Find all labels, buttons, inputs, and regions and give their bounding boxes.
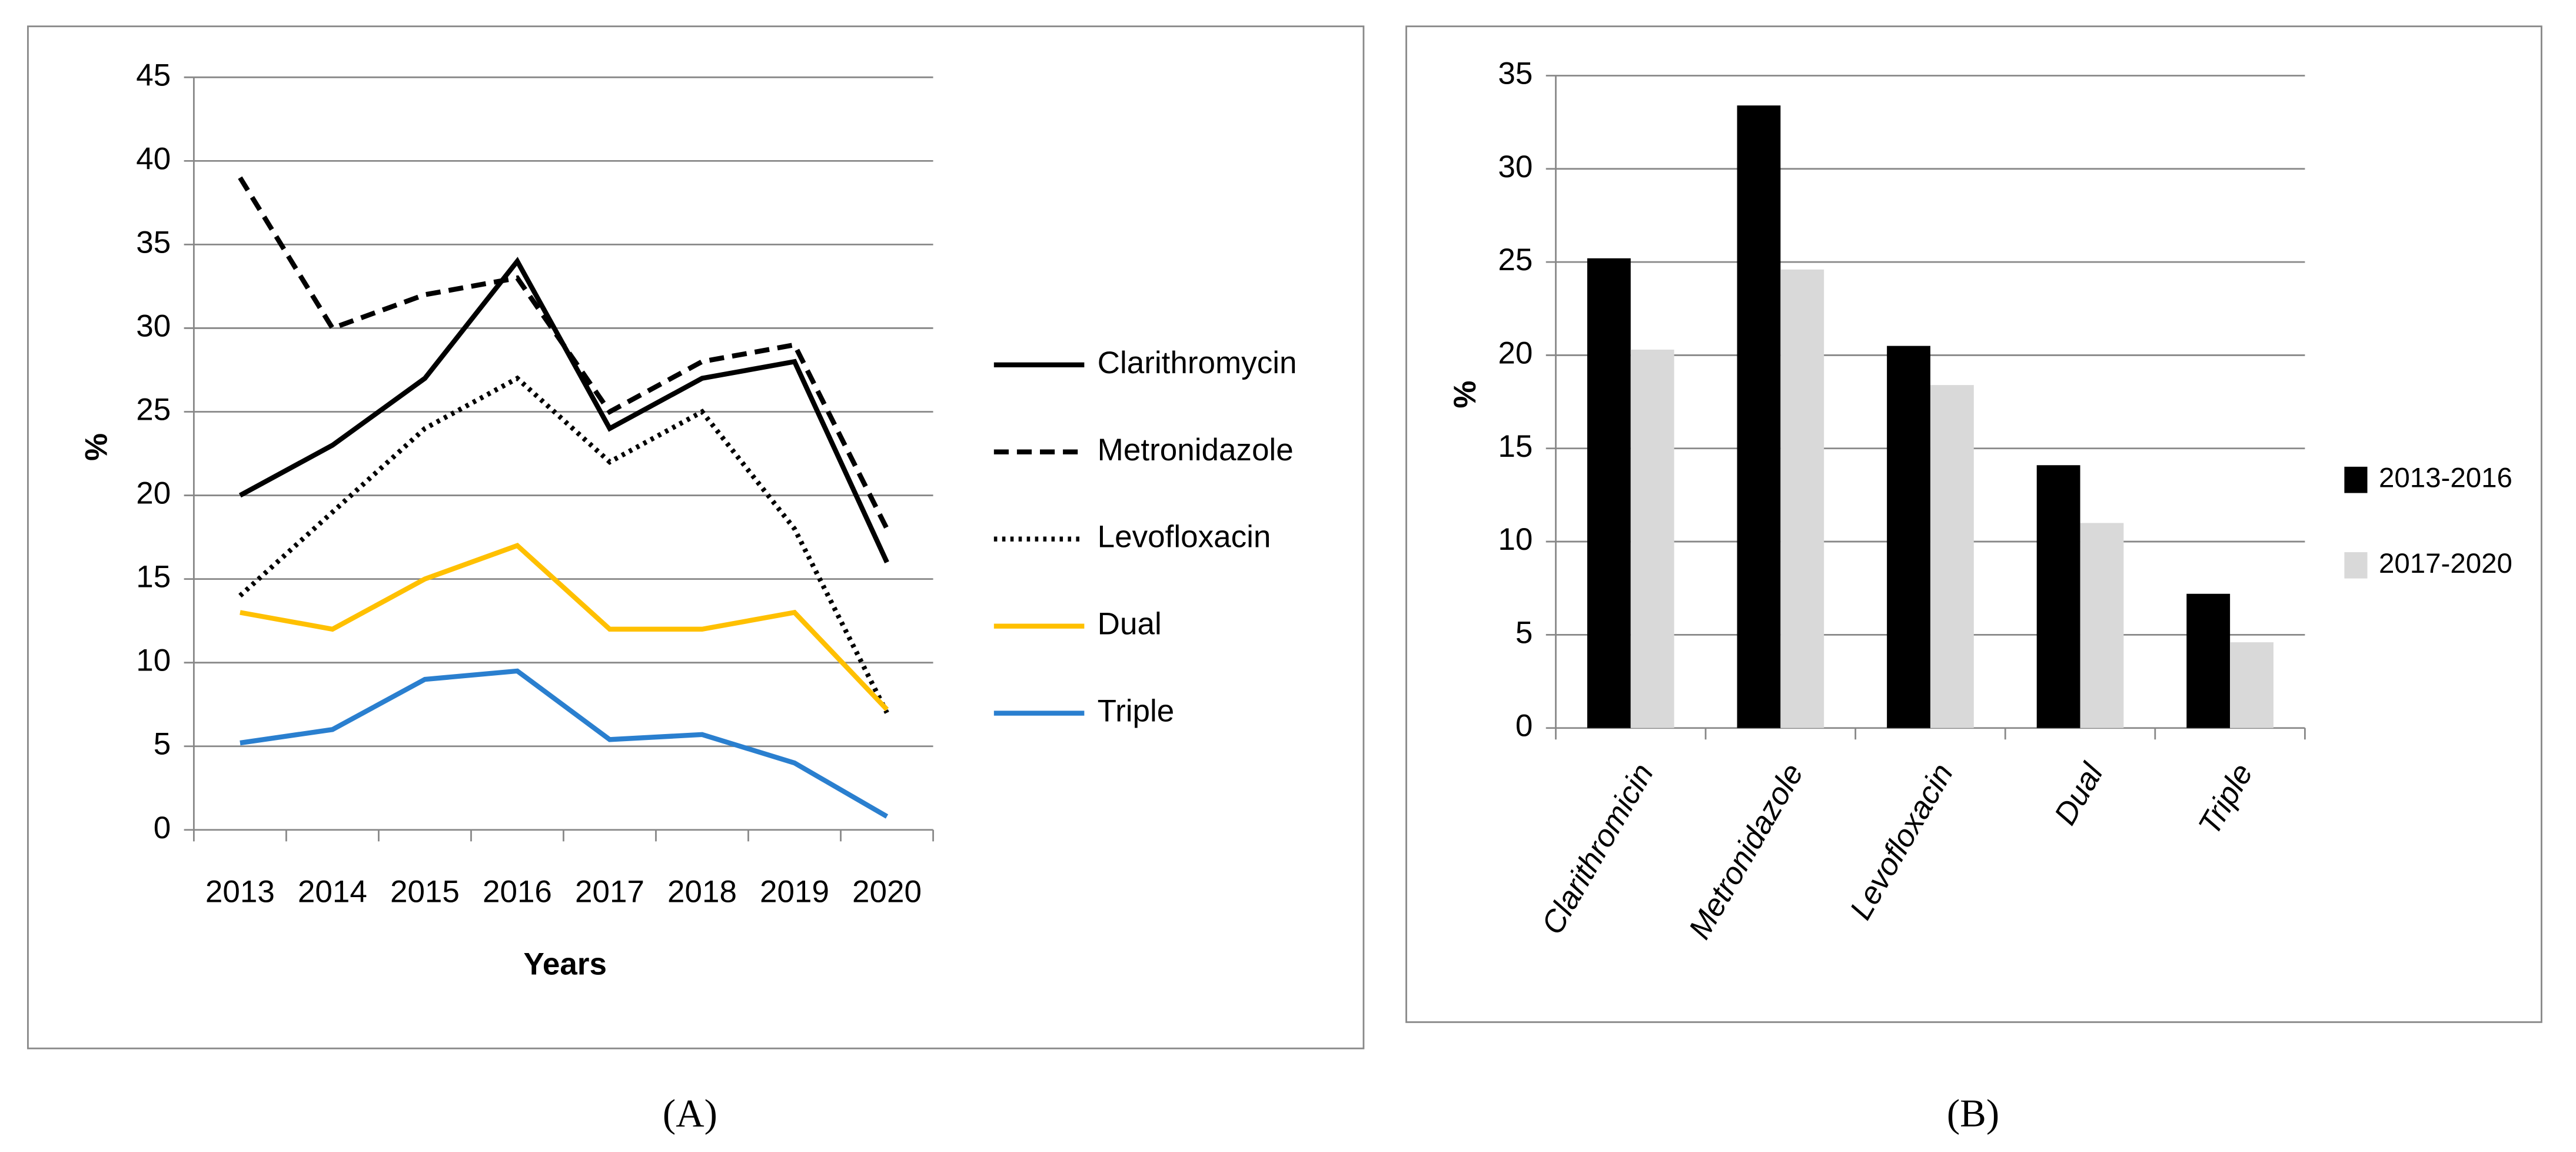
y-tick-label: 30 bbox=[1498, 150, 1533, 184]
y-tick-label: 45 bbox=[136, 58, 171, 92]
legend-label: 2017-2020 bbox=[2379, 548, 2512, 579]
x-tick-label: 2013 bbox=[205, 875, 275, 909]
y-tick-label: 5 bbox=[1515, 615, 1533, 650]
y-tick-label: 5 bbox=[154, 727, 171, 762]
bar bbox=[1587, 258, 1631, 728]
legend-label: Triple bbox=[1098, 694, 1175, 729]
y-tick-label: 30 bbox=[136, 308, 171, 343]
bar bbox=[1887, 346, 1930, 728]
y-tick-label: 0 bbox=[1515, 709, 1533, 743]
legend-label: Metronidazole bbox=[1098, 433, 1294, 467]
y-tick-label: 15 bbox=[136, 560, 171, 595]
y-tick-label: 0 bbox=[154, 811, 171, 845]
panel-label: (B) bbox=[1947, 1092, 1999, 1136]
bar bbox=[2230, 642, 2273, 728]
legend-label: 2013-2016 bbox=[2379, 463, 2512, 494]
y-axis-label: % bbox=[79, 433, 114, 461]
y-tick-label: 25 bbox=[136, 393, 171, 427]
x-tick-label: 2018 bbox=[667, 875, 737, 909]
x-tick-label: 2017 bbox=[575, 875, 644, 909]
y-tick-label: 15 bbox=[1498, 429, 1533, 464]
legend-label: Dual bbox=[1098, 607, 1162, 642]
panel-frame bbox=[27, 25, 1365, 1050]
y-tick-label: 10 bbox=[1498, 522, 1533, 557]
x-tick-label: 2015 bbox=[390, 875, 460, 909]
bar bbox=[2080, 523, 2124, 728]
bar bbox=[2186, 593, 2231, 728]
x-tick-label: 2014 bbox=[298, 875, 367, 909]
y-tick-label: 35 bbox=[1498, 57, 1533, 91]
y-tick-label: 20 bbox=[1498, 336, 1533, 370]
bar bbox=[1630, 349, 1674, 728]
x-tick-label: 2016 bbox=[483, 875, 552, 909]
legend-label: Clarithromycin bbox=[1098, 346, 1297, 380]
y-tick-label: 10 bbox=[136, 643, 171, 678]
line bbox=[238, 176, 889, 530]
x-axis-label: Years bbox=[523, 947, 607, 981]
line bbox=[240, 543, 889, 712]
x-tick-label: 2020 bbox=[852, 875, 922, 909]
x-tick-label: 2019 bbox=[760, 875, 829, 909]
line bbox=[238, 375, 889, 714]
bar bbox=[1930, 385, 1974, 728]
y-tick-label: 25 bbox=[1498, 243, 1533, 277]
legend-label: Levofloxacin bbox=[1098, 520, 1271, 555]
legend-swatch bbox=[2344, 552, 2368, 579]
y-tick-label: 20 bbox=[136, 476, 171, 511]
line bbox=[240, 668, 889, 819]
bar bbox=[1737, 105, 1781, 728]
bar bbox=[2036, 465, 2080, 728]
y-axis-label: % bbox=[1448, 380, 1483, 408]
y-tick-label: 40 bbox=[136, 141, 171, 176]
panel-label: (A) bbox=[663, 1092, 717, 1136]
y-tick-label: 35 bbox=[136, 225, 171, 260]
bar bbox=[1780, 269, 1824, 728]
legend-swatch bbox=[2344, 466, 2368, 493]
